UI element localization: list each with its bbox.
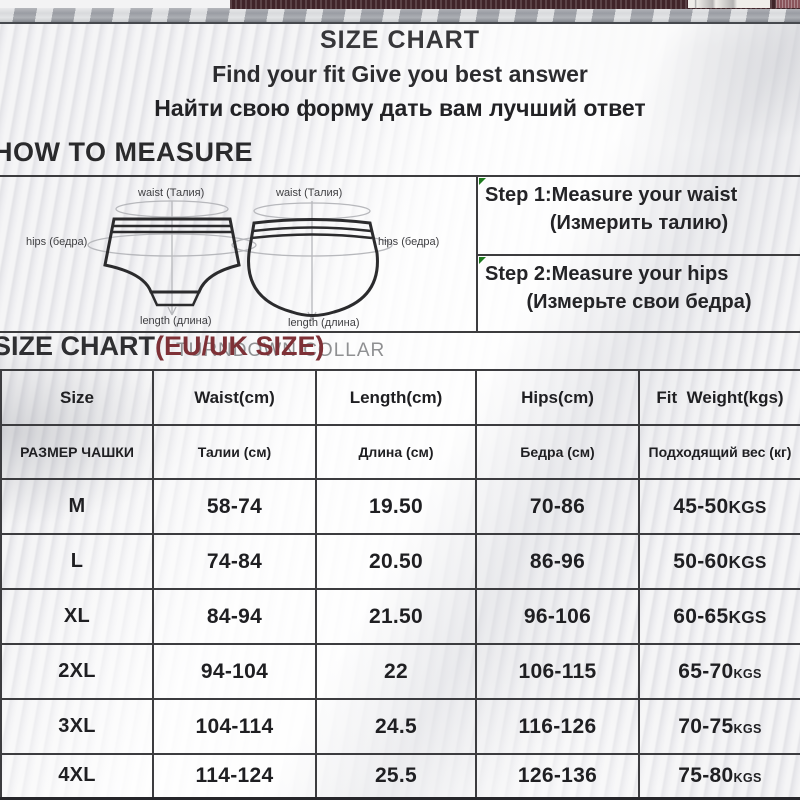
col-header-waist: Waist(cm) — [152, 369, 317, 426]
hips-label-left: hips (бедра) — [26, 236, 88, 248]
cell-length: 19.50 — [315, 478, 477, 535]
measure-steps-panel: Step 1:Measure your waist (Измерить тали… — [476, 177, 800, 331]
col-header-waist-ru: Талии (см) — [152, 424, 317, 480]
col-header-size: Size — [0, 369, 154, 426]
cell-length: 21.50 — [315, 588, 477, 645]
subtitle-russian: Найти свою форму дать вам лучший ответ — [154, 95, 646, 121]
maroon-fabric-edge — [230, 0, 800, 9]
cell-corner-mark — [479, 257, 486, 264]
cell-size: XL — [0, 588, 154, 645]
cell-waist: 104-114 — [152, 698, 317, 755]
col-header-hips-ru: Бедра (см) — [475, 424, 640, 480]
size-chart-heading-main: SIZE CHART — [0, 331, 155, 361]
size-table: Size Waist(cm) Length(cm) Hips(cm) Fit W… — [0, 369, 800, 800]
white-fabric-edge — [0, 0, 230, 8]
turndown-collar-watermark: TURNDOWN COLLAR — [176, 340, 386, 361]
size-chart-heading: SIZE CHART(EU/UK SIZE) — [0, 331, 325, 362]
step-1-text-ru: (Измерить талию) — [549, 212, 729, 234]
cell-hips: 70-86 — [475, 478, 640, 535]
step-2-text-ru: (Измерьте свои бедра) — [526, 291, 752, 313]
cell-weight: 50-60KGS — [638, 533, 800, 590]
cell-size: L — [0, 533, 154, 590]
step-1-text-en: Step 1:Measure your waist — [485, 184, 738, 206]
fabric-photo-strip — [0, 0, 800, 24]
page-title: SIZE CHART — [320, 26, 480, 54]
table-row: 3XL 104-114 24.5 116-126 70-75KGS — [0, 698, 800, 755]
boyshort-outline — [247, 218, 379, 317]
table-row: M 58-74 19.50 70-86 45-50KGS — [0, 478, 800, 535]
red-fabric-edge — [776, 0, 800, 8]
cell-length: 20.50 — [315, 533, 477, 590]
cell-size: M — [0, 478, 154, 535]
cell-weight: 70-75KGS — [638, 698, 800, 755]
cell-hips: 96-106 — [475, 588, 640, 645]
title-block: SIZE CHART Find your fit Give you best a… — [0, 26, 800, 122]
brief-outline — [103, 217, 241, 307]
measure-section: waist (Талия) waist (Талия) hips (бедра)… — [0, 175, 800, 333]
cell-hips: 126-136 — [475, 753, 640, 800]
cell-length: 25.5 — [315, 753, 477, 800]
cell-size: 3XL — [0, 698, 154, 755]
cell-hips: 86-96 — [475, 533, 640, 590]
col-header-weight: Fit Weight(kgs) — [638, 369, 800, 426]
col-header-length-ru: Длина (см) — [315, 424, 477, 480]
step-1-cell: Step 1:Measure your waist (Измерить тали… — [478, 177, 800, 256]
length-label-left: length (длина) — [140, 315, 212, 327]
cell-size: 2XL — [0, 643, 154, 700]
size-table-header: Size Waist(cm) Length(cm) Hips(cm) Fit W… — [0, 369, 800, 480]
cell-weight: 65-70KGS — [638, 643, 800, 700]
cell-weight: 75-80KGS — [638, 753, 800, 800]
cell-length: 24.5 — [315, 698, 477, 755]
col-header-size-ru: РАЗМЕР ЧАШКИ — [0, 424, 154, 480]
length-label-right: length (длина) — [288, 317, 360, 329]
step-2-text-en: Step 2:Measure your hips — [485, 263, 729, 285]
table-row: 4XL 114-124 25.5 126-136 75-80KGS — [0, 753, 800, 800]
cell-hips: 106-115 — [475, 643, 640, 700]
cell-corner-mark — [479, 178, 486, 185]
cell-weight: 45-50KGS — [638, 478, 800, 535]
table-row: XL 84-94 21.50 96-106 60-65KGS — [0, 588, 800, 645]
hips-label-right: hips (бедра) — [378, 236, 440, 248]
cell-waist: 114-124 — [152, 753, 317, 800]
table-header-row-ru: РАЗМЕР ЧАШКИ Талии (см) Длина (см) Бедра… — [0, 424, 800, 480]
panty-measure-diagram — [87, 200, 393, 321]
size-table-body: M 58-74 19.50 70-86 45-50KGS L 74-84 20.50 86-96… — [0, 478, 800, 800]
cell-length: 22 — [315, 643, 477, 700]
cell-size: 4XL — [0, 753, 154, 800]
cell-weight: 60-65KGS — [638, 588, 800, 645]
fabric-care-tag — [688, 0, 770, 8]
subtitle-english: Find your fit Give you best answer — [212, 61, 588, 87]
cell-waist: 58-74 — [152, 478, 317, 535]
cell-waist: 74-84 — [152, 533, 317, 590]
size-chart-heading-suffix: (EU/UK SIZE) — [155, 331, 325, 361]
table-row: 2XL 94-104 22 106-115 65-70KGS — [0, 643, 800, 700]
waist-label-left: waist (Талия) — [138, 187, 205, 199]
step-2-cell: Step 2:Measure your hips (Измерьте свои … — [478, 256, 800, 331]
cell-hips: 116-126 — [475, 698, 640, 755]
col-header-hips: Hips(cm) — [475, 369, 640, 426]
table-header-row-en: Size Waist(cm) Length(cm) Hips(cm) Fit W… — [0, 369, 800, 426]
cell-waist: 94-104 — [152, 643, 317, 700]
col-header-weight-ru: Подходящий вес (кг) — [638, 424, 800, 480]
table-row: L 74-84 20.50 86-96 50-60KGS — [0, 533, 800, 590]
col-header-length: Length(cm) — [315, 369, 477, 426]
how-to-measure-heading: HOW TO MEASURE — [0, 137, 254, 167]
cell-waist: 84-94 — [152, 588, 317, 645]
waist-label-right: waist (Талия) — [276, 187, 343, 199]
